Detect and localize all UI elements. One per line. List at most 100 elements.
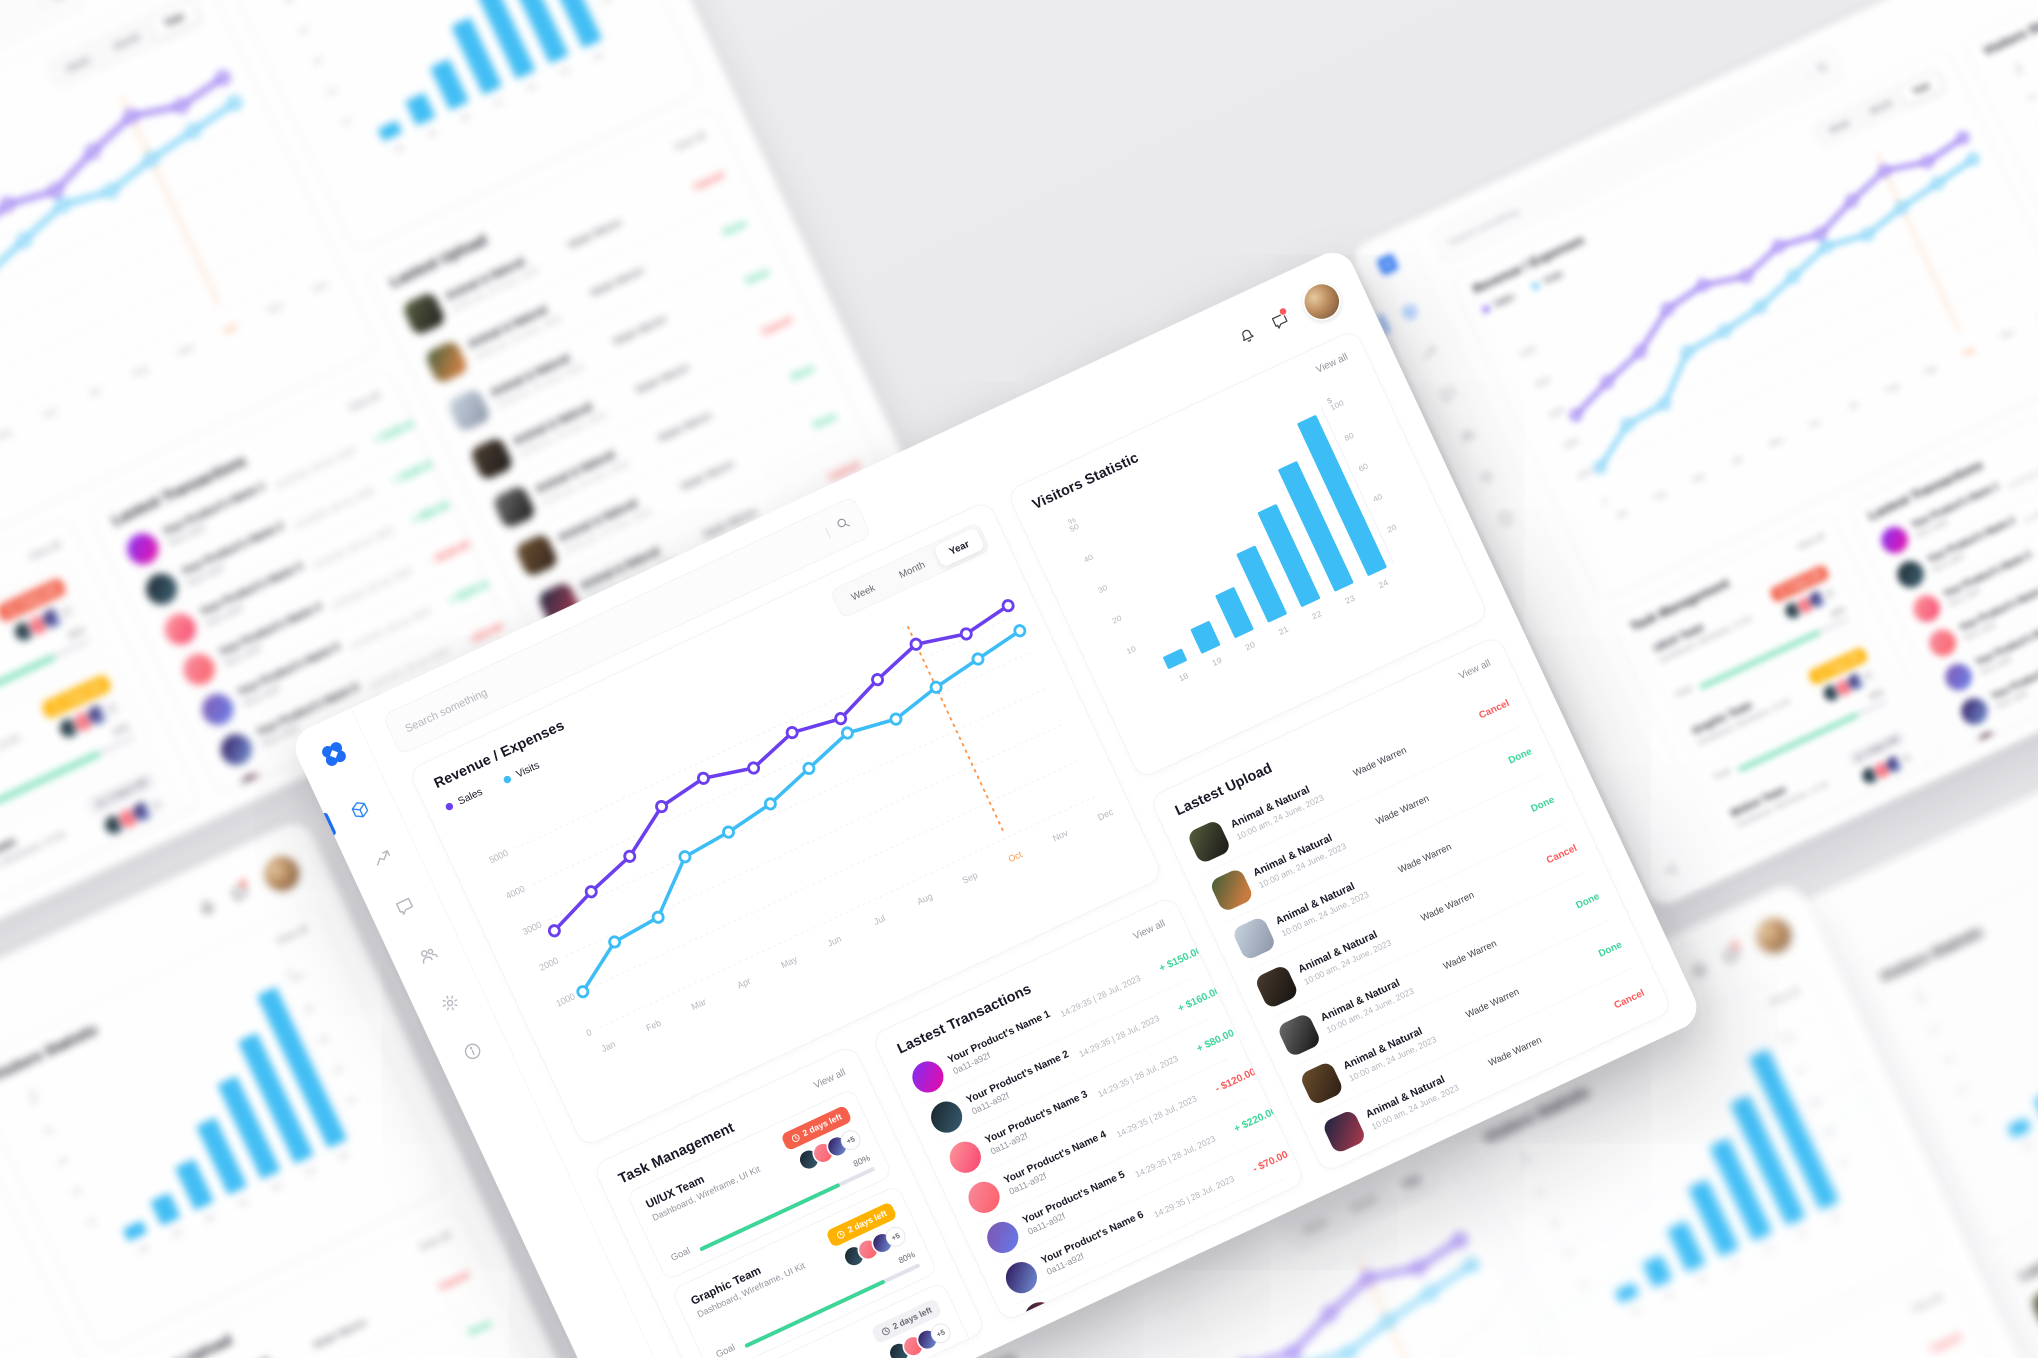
upload-view-all-link[interactable]: View all [416, 1228, 453, 1254]
visitors-view-all-link[interactable]: View all [274, 922, 310, 948]
sidebar-item-info[interactable] [437, 1028, 509, 1079]
visitors-view-all-link[interactable]: View all [1314, 350, 1350, 376]
upload-status: Done [721, 217, 749, 239]
tab-month[interactable]: Month [1748, 1030, 1778, 1052]
search-icon[interactable] [48, 0, 69, 8]
assignee-avatar [83, 700, 112, 730]
tab-month[interactable]: Month [1868, 97, 1894, 117]
transactions-view-all-link[interactable]: View all [346, 389, 382, 414]
notifications-button[interactable] [196, 896, 220, 920]
tab-year[interactable]: Year [932, 527, 986, 568]
user-avatar[interactable] [1748, 910, 1799, 961]
messages-button[interactable] [1268, 306, 1292, 333]
sidebar-item-team[interactable] [1437, 416, 1499, 459]
svg-text:60: 60 [1357, 461, 1370, 473]
notifications-button[interactable] [1688, 958, 1712, 982]
tasks-view-all-link[interactable]: View all [811, 1066, 848, 1091]
sidebar-item-info[interactable] [1476, 498, 1538, 541]
tab-week[interactable]: Week [849, 581, 877, 603]
tab-month[interactable]: Month [1349, 1192, 1379, 1215]
upload-view-all-link[interactable]: View all [1908, 1290, 1945, 1316]
search-input[interactable] [1444, 73, 1805, 249]
tab-week[interactable]: Week [64, 53, 92, 75]
tab-year[interactable]: Year [147, 0, 201, 40]
search-icon[interactable] [833, 513, 854, 536]
user-avatar[interactable] [256, 848, 307, 899]
tab-year[interactable]: Year [1783, 999, 1835, 1040]
tasks-view-all-link[interactable]: View all [1795, 530, 1826, 552]
tasks-view-all-link[interactable]: View all [26, 538, 63, 563]
sidebar-item-team[interactable] [392, 931, 464, 982]
sidebar-item-dashboard[interactable] [1380, 292, 1442, 335]
search-bar[interactable]: | [0, 0, 87, 228]
transaction-row[interactable]: Your Product's Name 1 0a11-a92f 14:29:35 |… [119, 410, 418, 576]
tab-year[interactable]: Year [1384, 1161, 1438, 1202]
sidebar-item-settings[interactable] [1457, 457, 1519, 500]
upload-view-all-link[interactable]: View all [671, 128, 708, 154]
app-logo-icon[interactable] [1371, 248, 1406, 285]
svg-text:10: 10 [1971, 1113, 1984, 1125]
sidebar-item-messages[interactable] [1234, 1347, 1305, 1358]
sidebar-item-messages[interactable] [1418, 374, 1480, 417]
svg-text:23: 23 [558, 65, 571, 78]
search-icon[interactable] [1813, 59, 1831, 79]
tab-week[interactable]: Week [1301, 1215, 1329, 1237]
tab-week[interactable]: Week [1827, 117, 1852, 136]
sidebar-item-dashboard[interactable] [1190, 1252, 1261, 1301]
notifications-button[interactable] [1236, 324, 1260, 348]
app-logo-icon[interactable] [314, 734, 355, 777]
sidebar-item-logout[interactable] [1640, 850, 1702, 893]
sidebar-item-analytics[interactable] [347, 835, 419, 886]
sidebar-item-analytics[interactable] [1399, 333, 1461, 376]
sidebar-item-messages[interactable] [370, 883, 442, 934]
svg-text:5000: 5000 [1348, 1312, 1370, 1329]
tab-month[interactable]: Month [112, 30, 142, 53]
upload-thumbnail [1321, 1108, 1368, 1155]
sidebar-item-dashboard[interactable] [325, 786, 397, 837]
sidebar-item-analytics[interactable] [1212, 1299, 1283, 1348]
sidebar-item-settings[interactable] [415, 980, 487, 1031]
transaction-avatar [907, 1055, 949, 1098]
tab-week[interactable]: Week [1701, 1052, 1729, 1074]
user-avatar[interactable] [1296, 276, 1347, 327]
search-bar[interactable]: | [1428, 43, 1847, 266]
upload-view-all-link[interactable]: View all [1456, 656, 1493, 682]
messages-button[interactable] [228, 878, 252, 905]
search-input[interactable] [0, 1, 37, 208]
transaction-id: 0a11-a92f [166, 522, 208, 549]
svg-text:40: 40 [2027, 93, 2037, 102]
messages-button[interactable] [1720, 940, 1744, 967]
tab-year[interactable]: Year [1898, 70, 1944, 106]
transactions-view-all-link[interactable]: View all [1131, 917, 1167, 942]
tab-month[interactable]: Month [897, 558, 927, 581]
visitors-view-all-link[interactable]: View all [1766, 984, 1802, 1010]
transaction-row[interactable]: Your Product's Name 1 0a11-a92f 14:29:35 |… [1874, 422, 2038, 563]
revenue-panel-title: Revenue / Expenses [1470, 232, 1587, 297]
